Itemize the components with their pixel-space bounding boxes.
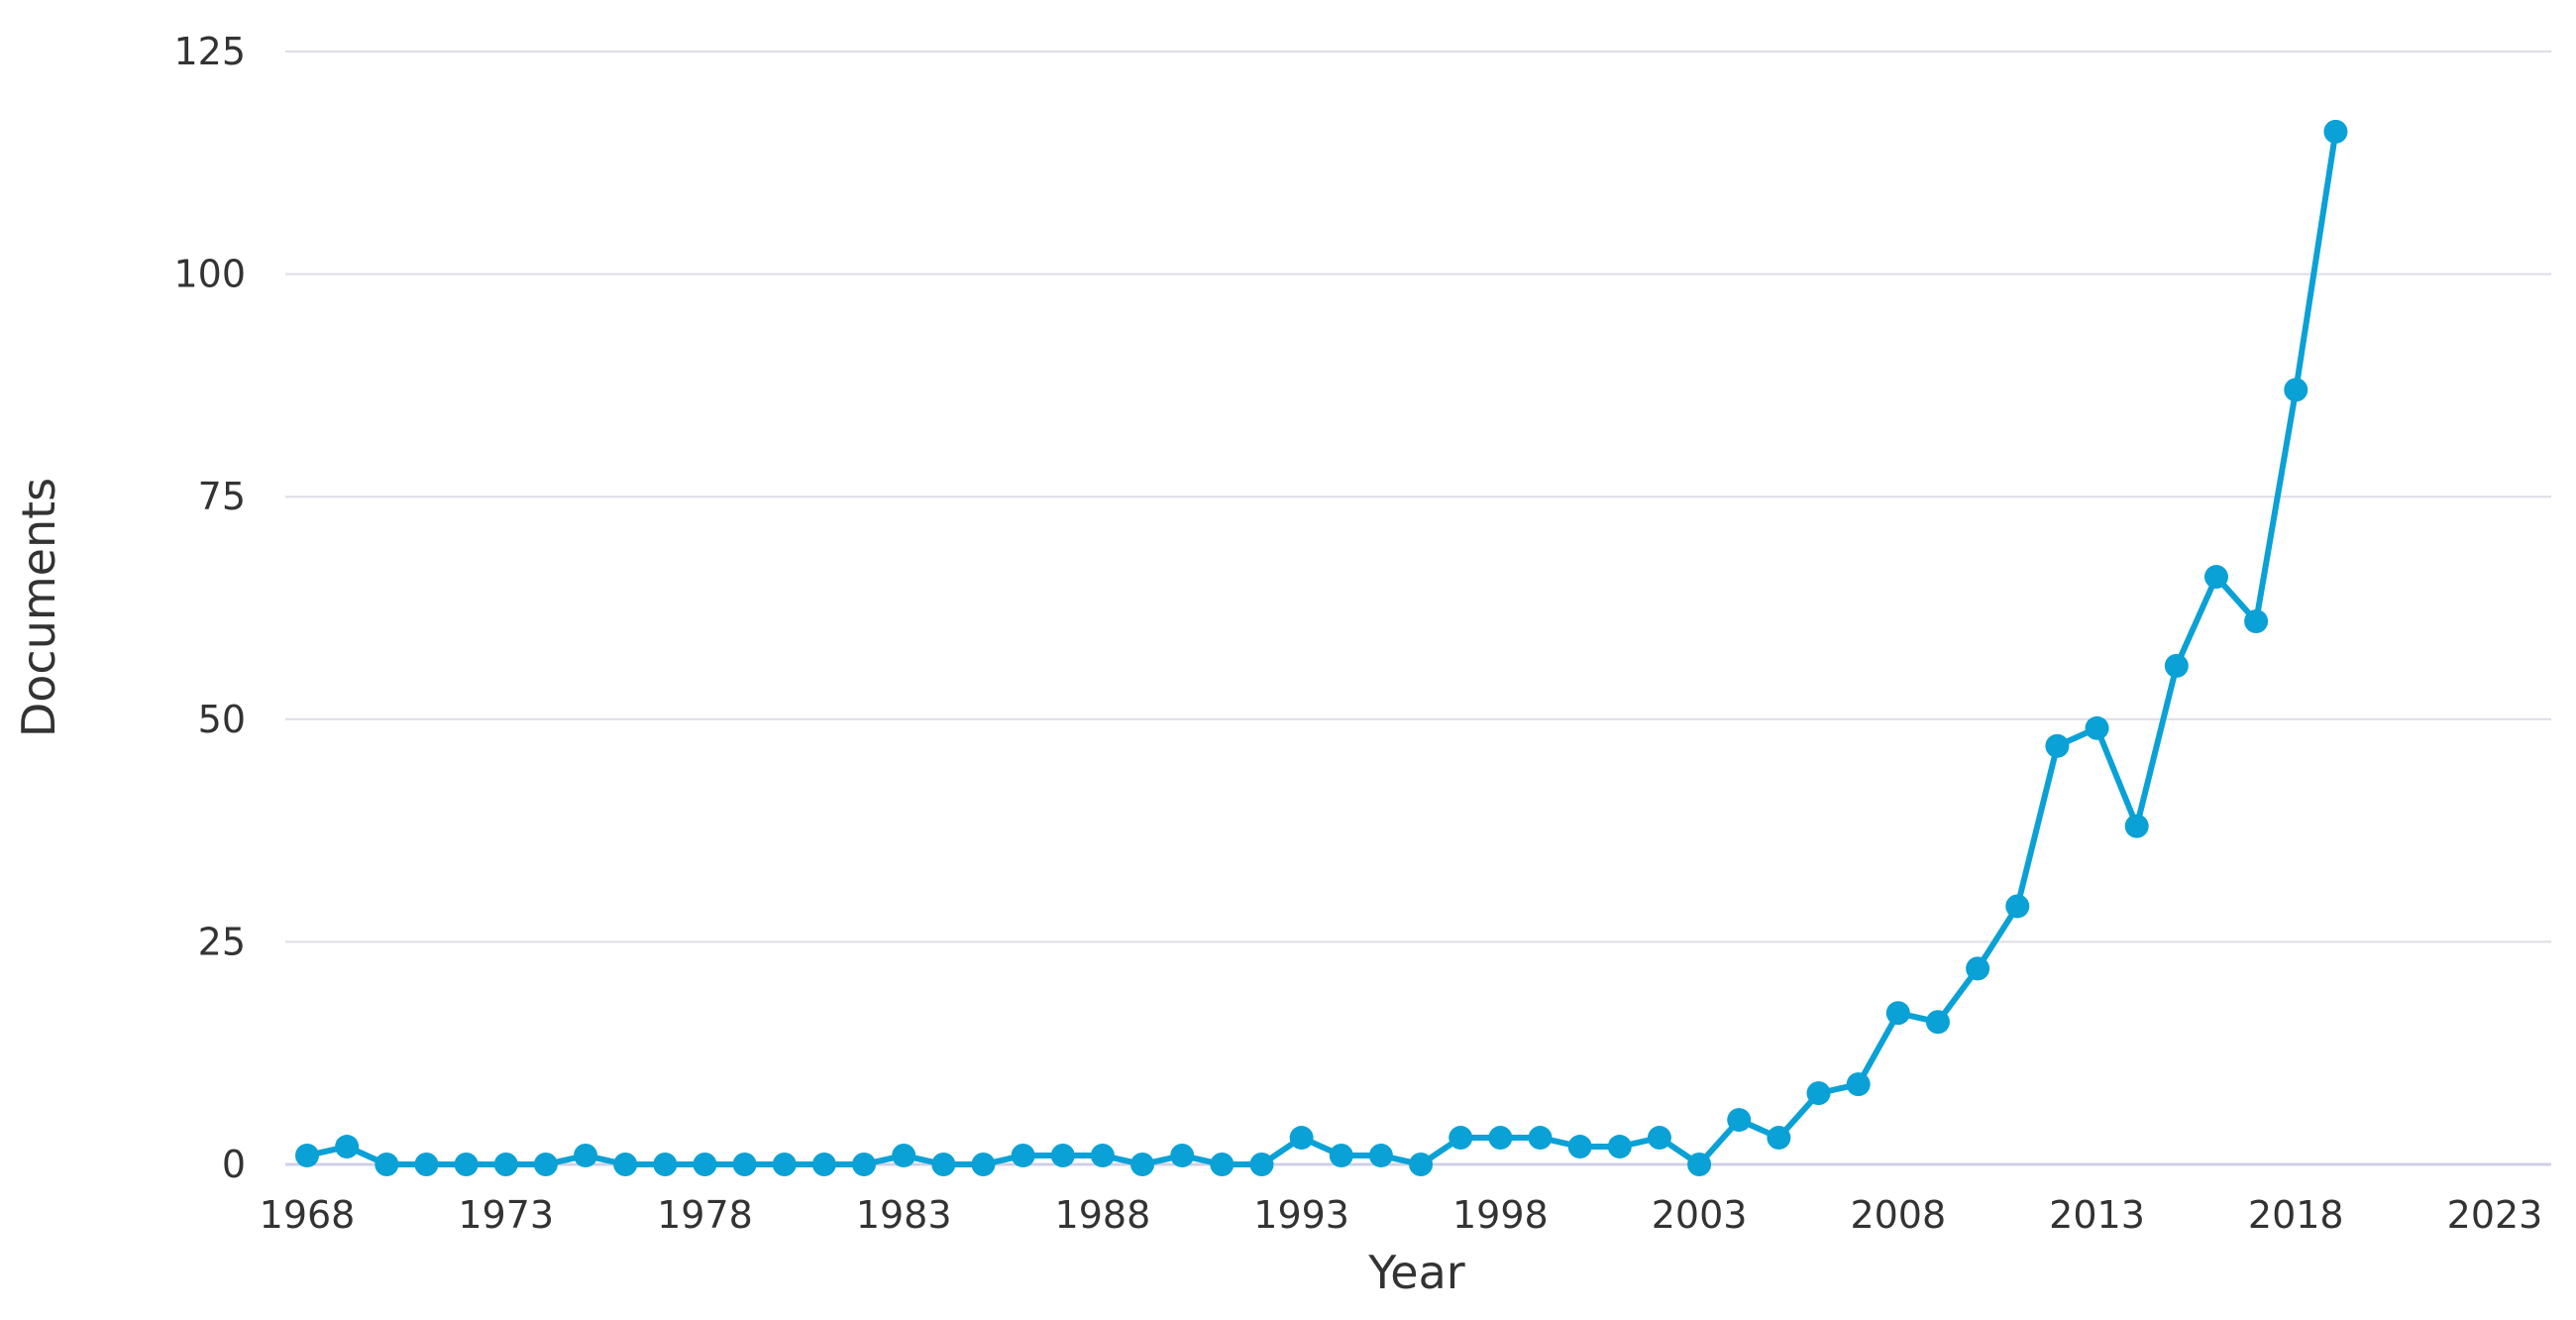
x-tick-label: 1983: [856, 1193, 952, 1237]
data-point: [414, 1153, 439, 1176]
x-tick-label: 1973: [458, 1193, 554, 1237]
data-point: [2284, 378, 2308, 402]
x-tick-label: 2013: [2049, 1193, 2145, 1237]
x-tick-label: 1978: [657, 1193, 753, 1237]
data-point: [1567, 1135, 1592, 1159]
x-tick-label: 2023: [2447, 1193, 2543, 1237]
y-axis-ticks: 0 25 50 75 100 125: [173, 30, 246, 1186]
data-point: [2323, 119, 2348, 144]
x-tick-label: 2008: [1850, 1193, 1946, 1237]
x-tick-label: 1988: [1055, 1193, 1151, 1237]
x-tick-label: 1998: [1452, 1193, 1549, 1237]
x-tick-label: 1968: [260, 1193, 356, 1237]
data-point: [1011, 1144, 1035, 1168]
data-point: [2244, 608, 2269, 633]
data-point: [1090, 1144, 1115, 1168]
y-tick-label: 100: [173, 253, 246, 296]
data-point: [1409, 1153, 1434, 1176]
data-point: [613, 1153, 638, 1176]
y-tick-label: 75: [198, 475, 246, 518]
data-point: [2005, 894, 2030, 919]
series-line: [304, 128, 2339, 1167]
data-point: [2164, 653, 2189, 678]
series-layer: [295, 119, 2348, 1176]
data-point: [1806, 1081, 1831, 1106]
x-tick-label: 2018: [2248, 1193, 2344, 1237]
data-point: [1687, 1153, 1712, 1176]
y-tick-label: 50: [198, 698, 246, 741]
data-point: [1289, 1126, 1314, 1151]
data-point: [653, 1153, 678, 1176]
data-point: [2045, 733, 2070, 758]
data-point: [1727, 1108, 1752, 1133]
data-point: [852, 1153, 877, 1176]
data-point: [493, 1153, 518, 1176]
data-point: [1966, 956, 1990, 981]
data-point: [375, 1153, 399, 1176]
data-point: [732, 1153, 757, 1176]
data-point: [693, 1153, 717, 1176]
data-point: [335, 1135, 360, 1159]
data-point: [1925, 1010, 1950, 1035]
data-point: [1607, 1135, 1632, 1159]
x-axis-ticks: 1968 1973 1978 1983 1988 1993 1998 2003 2008 2013…: [260, 1193, 2543, 1237]
data-point: [811, 1153, 836, 1176]
data-point: [892, 1144, 916, 1168]
data-point: [1647, 1126, 1671, 1151]
data-point: [772, 1153, 797, 1176]
x-axis-title: Year: [1367, 1246, 1464, 1299]
data-point: [1767, 1126, 1791, 1151]
data-point: [574, 1144, 598, 1168]
y-tick-label: 125: [173, 30, 246, 73]
data-point: [1249, 1153, 1274, 1176]
data-point: [971, 1153, 996, 1176]
x-tick-label: 2003: [1652, 1193, 1748, 1237]
y-axis-title: Documents: [12, 478, 65, 737]
data-point: [1329, 1144, 1353, 1168]
data-point: [1846, 1072, 1871, 1097]
data-point: [2124, 814, 2149, 838]
y-tick-label: 0: [222, 1143, 246, 1186]
data-point: [1528, 1126, 1553, 1151]
data-point: [1130, 1153, 1155, 1176]
data-point: [1449, 1126, 1473, 1151]
data-point: [1488, 1126, 1513, 1151]
data-point: [1210, 1153, 1234, 1176]
data-point: [454, 1153, 479, 1176]
data-point: [295, 1144, 319, 1168]
y-tick-label: 25: [198, 920, 246, 963]
data-point: [1885, 1001, 1910, 1026]
data-point: [1050, 1144, 1075, 1168]
data-point: [2203, 565, 2228, 590]
grid-lines: [285, 51, 2551, 1166]
x-tick-label: 1993: [1253, 1193, 1349, 1237]
data-point: [533, 1153, 558, 1176]
data-point: [1170, 1144, 1195, 1168]
data-point: [2085, 715, 2109, 740]
data-point: [931, 1153, 956, 1176]
data-point: [1368, 1144, 1393, 1168]
